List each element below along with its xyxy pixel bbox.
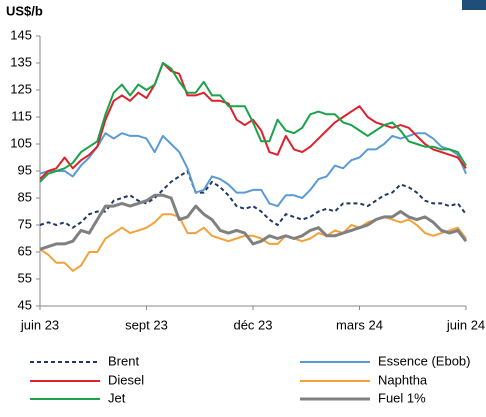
legend-label: Essence (Ebob) xyxy=(378,353,471,368)
y-tick-label: 145 xyxy=(10,27,32,42)
series-line xyxy=(39,213,467,272)
y-axis-title: US$/b xyxy=(6,3,43,18)
legend-label: Diesel xyxy=(108,372,144,387)
series-line xyxy=(39,132,467,208)
legend-label: Jet xyxy=(108,390,126,405)
y-tick-label: 95 xyxy=(18,162,32,177)
series-line xyxy=(39,193,468,251)
y-tick-label: 85 xyxy=(18,189,32,204)
x-tick-label: juin 23 xyxy=(20,317,59,332)
corner-decoration xyxy=(462,0,486,10)
y-tick-label: 45 xyxy=(18,297,32,312)
x-tick-label: mars 24 xyxy=(336,317,383,332)
legend-label: Naphtha xyxy=(378,372,428,387)
x-tick-label: déc 23 xyxy=(233,317,272,332)
y-tick-label: 135 xyxy=(10,54,32,69)
legend-label: Fuel 1% xyxy=(378,390,426,405)
y-tick-label: 115 xyxy=(11,108,32,123)
y-tick-label: 75 xyxy=(18,216,32,231)
legend-label: Brent xyxy=(108,353,139,368)
y-tick-label: 125 xyxy=(10,81,32,96)
series-line xyxy=(39,170,467,229)
x-tick-label: sept 23 xyxy=(125,317,168,332)
series-line xyxy=(39,62,467,180)
y-tick-label: 105 xyxy=(10,135,32,150)
series-line xyxy=(39,62,467,183)
y-tick-label: 55 xyxy=(18,270,32,285)
x-tick-label: juin 24 xyxy=(446,317,485,332)
y-tick-label: 65 xyxy=(18,243,32,258)
